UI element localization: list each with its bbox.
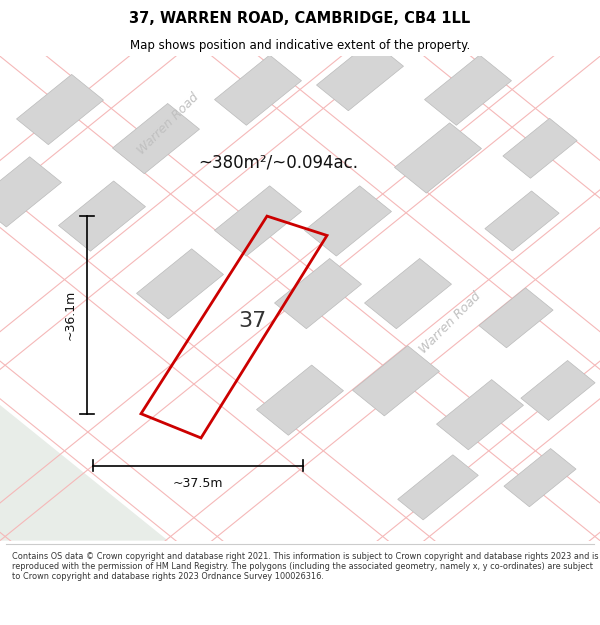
Polygon shape bbox=[0, 157, 61, 227]
Polygon shape bbox=[17, 74, 103, 144]
Polygon shape bbox=[503, 118, 577, 178]
Polygon shape bbox=[395, 123, 481, 193]
Text: Warren Road: Warren Road bbox=[417, 289, 483, 356]
Polygon shape bbox=[317, 41, 403, 111]
Polygon shape bbox=[485, 191, 559, 251]
Text: ~37.5m: ~37.5m bbox=[173, 478, 223, 491]
Text: ~36.1m: ~36.1m bbox=[64, 290, 77, 340]
Polygon shape bbox=[215, 55, 301, 125]
Polygon shape bbox=[437, 379, 523, 450]
Polygon shape bbox=[479, 288, 553, 348]
Polygon shape bbox=[353, 346, 439, 416]
Polygon shape bbox=[257, 365, 343, 435]
Polygon shape bbox=[504, 449, 576, 507]
Text: 37, WARREN ROAD, CAMBRIDGE, CB4 1LL: 37, WARREN ROAD, CAMBRIDGE, CB4 1LL bbox=[130, 11, 470, 26]
Polygon shape bbox=[275, 259, 361, 329]
Text: 37: 37 bbox=[238, 311, 266, 331]
Polygon shape bbox=[0, 405, 168, 541]
Polygon shape bbox=[59, 181, 145, 251]
Polygon shape bbox=[137, 249, 223, 319]
Polygon shape bbox=[425, 55, 511, 125]
Polygon shape bbox=[365, 259, 451, 329]
Polygon shape bbox=[113, 104, 199, 174]
Polygon shape bbox=[305, 186, 391, 256]
Text: Warren Road: Warren Road bbox=[135, 91, 201, 158]
Text: Map shows position and indicative extent of the property.: Map shows position and indicative extent… bbox=[130, 39, 470, 52]
Text: Contains OS data © Crown copyright and database right 2021. This information is : Contains OS data © Crown copyright and d… bbox=[12, 552, 599, 581]
Polygon shape bbox=[521, 361, 595, 421]
Polygon shape bbox=[215, 186, 301, 256]
Polygon shape bbox=[398, 455, 478, 520]
Text: ~380m²/~0.094ac.: ~380m²/~0.094ac. bbox=[198, 154, 358, 172]
